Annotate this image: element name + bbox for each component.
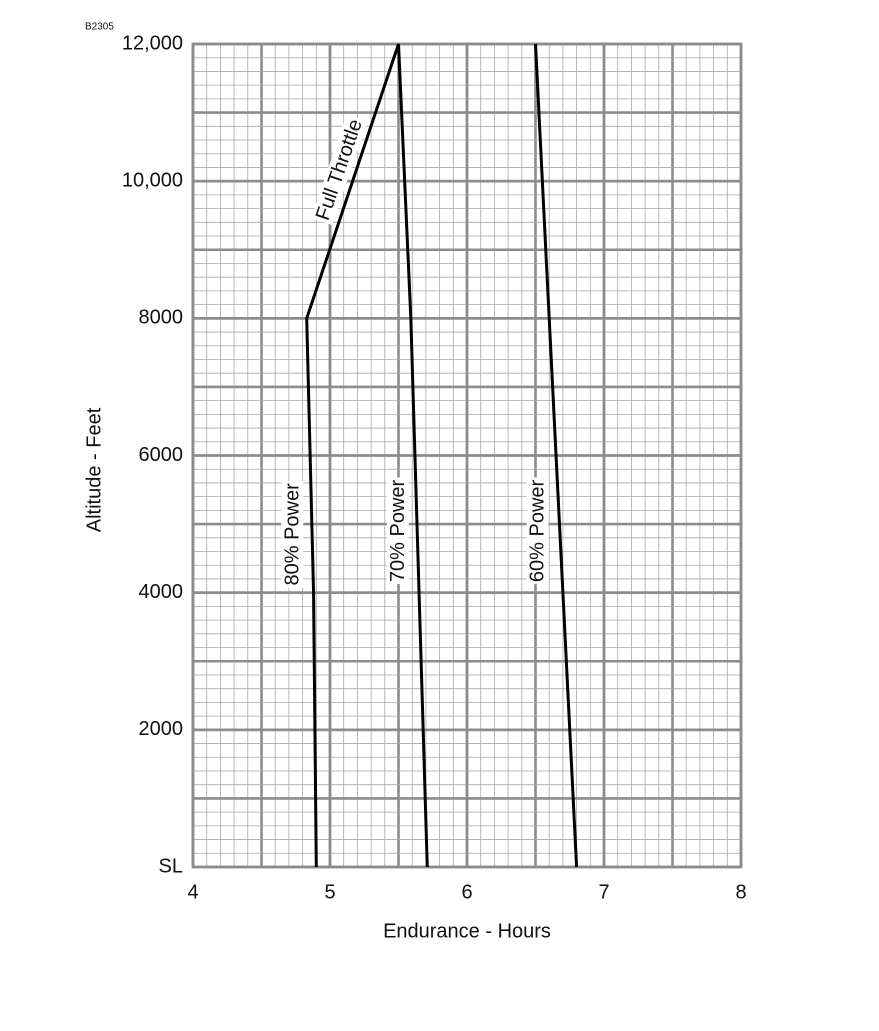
- series-label-group: 60% Power: [526, 477, 549, 585]
- x-tick-label: 5: [324, 881, 335, 903]
- series-line: [397, 43, 429, 868]
- annotation: Full Throttle: [312, 116, 367, 223]
- series-label: 60% Power: [527, 479, 549, 582]
- figure-id: B2305: [85, 22, 114, 33]
- y-tick-label: 6000: [139, 444, 184, 466]
- y-axis-label: Altitude - Feet: [83, 407, 105, 532]
- y-tick-label: SL: [159, 855, 183, 877]
- series-label-group: 80% Power: [281, 480, 304, 588]
- y-tick-label: 8000: [139, 307, 184, 329]
- y-tick-label: 4000: [139, 581, 184, 603]
- series-label-group: 70% Power: [386, 477, 409, 585]
- y-tick-label: 2000: [139, 718, 184, 740]
- series-label: 70% Power: [387, 479, 409, 582]
- x-tick-label: 8: [735, 881, 746, 903]
- series-line: [305, 43, 400, 868]
- y-tick-label: 10,000: [122, 169, 183, 191]
- x-axis-label: Endurance - Hours: [383, 920, 551, 942]
- label-background: [281, 480, 304, 588]
- plot-border: [191, 42, 743, 869]
- label-background: [311, 114, 368, 225]
- series-line: [534, 43, 579, 868]
- label-background: [386, 477, 409, 585]
- x-tick-label: 6: [461, 881, 472, 903]
- y-tick-label: 12,000: [122, 32, 183, 54]
- x-tick-label: 4: [187, 881, 198, 903]
- x-tick-label: 7: [598, 881, 609, 903]
- series-label: 80% Power: [281, 483, 303, 586]
- label-background: [526, 477, 549, 585]
